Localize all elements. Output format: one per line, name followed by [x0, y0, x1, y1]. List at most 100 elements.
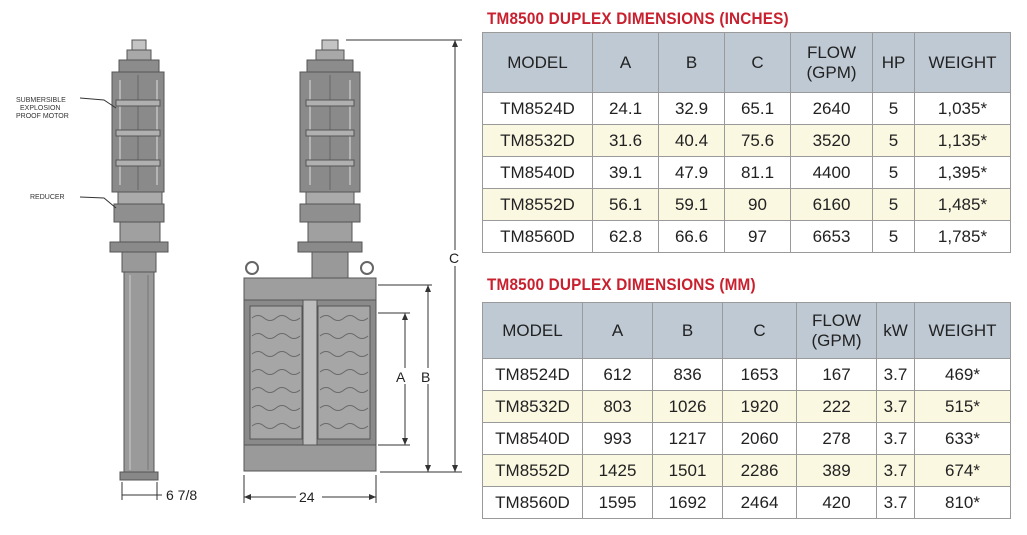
cell-weight: 810*: [914, 486, 1011, 519]
cell-a: 612: [582, 358, 653, 391]
header-c: C: [722, 302, 797, 359]
header-kw: kW: [876, 302, 915, 359]
cell-a: 1425: [582, 454, 653, 487]
cell-flow: 222: [796, 390, 877, 423]
cell-c: 1920: [722, 390, 797, 423]
cell-c: 90: [724, 188, 791, 221]
cell-a: 24.1: [592, 92, 659, 125]
cell-a: 31.6: [592, 124, 659, 157]
cell-model: TM8524D: [482, 358, 583, 391]
cell-hp: 5: [872, 188, 915, 221]
cell-a: 39.1: [592, 156, 659, 189]
cell-model: TM8532D: [482, 390, 583, 423]
cell-c: 2464: [722, 486, 797, 519]
motor-label-line-3: PROOF MOTOR: [16, 113, 69, 120]
cell-weight: 674*: [914, 454, 1011, 487]
cell-flow: 167: [796, 358, 877, 391]
cell-b: 66.6: [658, 220, 725, 253]
cell-model: TM8552D: [482, 188, 593, 221]
header-weight: WEIGHT: [914, 32, 1011, 93]
header-hp: HP: [872, 32, 915, 93]
cell-a: 56.1: [592, 188, 659, 221]
cell-flow: 420: [796, 486, 877, 519]
cell-weight: 633*: [914, 422, 1011, 455]
cell-weight: 1,135*: [914, 124, 1011, 157]
table-row: TM8540D 39.1 47.9 81.1 4400 5 1,395*: [482, 156, 1011, 189]
reducer-label: REDUCER: [30, 194, 65, 201]
cell-b: 32.9: [658, 92, 725, 125]
cell-kw: 3.7: [876, 422, 915, 455]
front-view: [243, 39, 377, 472]
cell-flow: 3520: [790, 124, 873, 157]
cell-c: 2286: [722, 454, 797, 487]
cell-model: TM8540D: [482, 156, 593, 189]
table-row: TM8552D 1425 1501 2286 389 3.7 674*: [482, 454, 1011, 487]
cell-weight: 1,785*: [914, 220, 1011, 253]
cell-c: 65.1: [724, 92, 791, 125]
cell-flow: 6160: [790, 188, 873, 221]
cell-hp: 5: [872, 92, 915, 125]
cell-kw: 3.7: [876, 390, 915, 423]
cell-b: 47.9: [658, 156, 725, 189]
table-row: TM8560D 1595 1692 2464 420 3.7 810*: [482, 486, 1011, 519]
cell-weight: 469*: [914, 358, 1011, 391]
cell-c: 2060: [722, 422, 797, 455]
cell-kw: 3.7: [876, 486, 915, 519]
motor-label-line-2: EXPLOSION: [20, 105, 60, 112]
cell-flow: 389: [796, 454, 877, 487]
cell-b: 59.1: [658, 188, 725, 221]
side-view: [109, 39, 169, 481]
width-front-label: 24: [299, 489, 315, 505]
header-b: B: [658, 32, 725, 93]
inches-table: MODEL A B C FLOW (GPM) HP WEIGHT TM8524D…: [482, 32, 1011, 253]
table-row: TM8524D 24.1 32.9 65.1 2640 5 1,035*: [482, 92, 1011, 125]
mm-table-title: TM8500 DUPLEX DIMENSIONS (MM): [487, 275, 756, 294]
header-flow: FLOW (GPM): [790, 32, 873, 93]
dim-b-label: B: [421, 369, 430, 385]
table-row: TM8524D 612 836 1653 167 3.7 469*: [482, 358, 1011, 391]
header-a: A: [592, 32, 659, 93]
motor-label-line-1: SUBMERSIBLE: [16, 97, 66, 104]
cell-model: TM8552D: [482, 454, 583, 487]
header-c: C: [724, 32, 791, 93]
cell-c: 1653: [722, 358, 797, 391]
cell-weight: 1,485*: [914, 188, 1011, 221]
mm-header-row: MODEL A B C FLOW (GPM) kW WEIGHT: [482, 302, 1011, 359]
header-flow: FLOW (GPM): [796, 302, 877, 359]
table-row: TM8532D 803 1026 1920 222 3.7 515*: [482, 390, 1011, 423]
cell-c: 81.1: [724, 156, 791, 189]
table-row: TM8532D 31.6 40.4 75.6 3520 5 1,135*: [482, 124, 1011, 157]
cell-flow: 278: [796, 422, 877, 455]
cell-kw: 3.7: [876, 358, 915, 391]
cell-b: 1026: [652, 390, 723, 423]
cell-weight: 515*: [914, 390, 1011, 423]
pump-drawing: SUBMERSIBLE EXPLOSION PROOF MOTOR REDUCE…: [16, 39, 463, 505]
header-model: MODEL: [482, 302, 583, 359]
header-weight: WEIGHT: [914, 302, 1011, 359]
inches-header-row: MODEL A B C FLOW (GPM) HP WEIGHT: [482, 32, 1011, 93]
table-row: TM8540D 993 1217 2060 278 3.7 633*: [482, 422, 1011, 455]
cell-c: 97: [724, 220, 791, 253]
dim-c-label: C: [449, 250, 459, 266]
cell-model: TM8524D: [482, 92, 593, 125]
cell-model: TM8532D: [482, 124, 593, 157]
cell-hp: 5: [872, 220, 915, 253]
cell-a: 803: [582, 390, 653, 423]
cell-kw: 3.7: [876, 454, 915, 487]
cell-flow: 4400: [790, 156, 873, 189]
cell-b: 1217: [652, 422, 723, 455]
cell-hp: 5: [872, 156, 915, 189]
cell-flow: 2640: [790, 92, 873, 125]
cell-b: 40.4: [658, 124, 725, 157]
mm-table: MODEL A B C FLOW (GPM) kW WEIGHT TM8524D…: [482, 302, 1011, 519]
cell-flow: 6653: [790, 220, 873, 253]
header-b: B: [652, 302, 723, 359]
cell-a: 993: [582, 422, 653, 455]
header-model: MODEL: [482, 32, 593, 93]
table-row: TM8552D 56.1 59.1 90 6160 5 1,485*: [482, 188, 1011, 221]
cell-hp: 5: [872, 124, 915, 157]
cell-b: 836: [652, 358, 723, 391]
cell-model: TM8560D: [482, 486, 583, 519]
width-side-label: 6 7/8: [166, 487, 197, 503]
dim-a-label: A: [396, 369, 406, 385]
